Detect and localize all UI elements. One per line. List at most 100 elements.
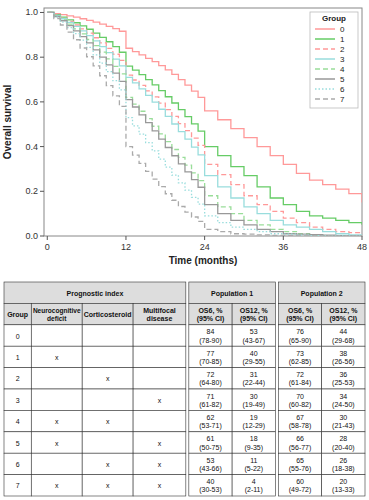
table-cell [31,432,82,453]
y-tick [40,57,44,58]
table-cell [4,389,31,410]
table-text: x [158,439,162,446]
table-text: 73(62-85) [289,349,312,365]
table-cell [278,410,321,431]
table-cell [4,410,31,431]
table: Population 2OS6, %(95% CI)OS12, %(95% CI… [278,282,365,496]
table-cell [82,410,133,431]
table-header-cell [278,303,321,324]
table-cell [4,453,31,474]
x-tick [204,236,205,240]
table-text: Neurocognitivedeficit [33,307,81,322]
table-text: OS12, %(95% CI) [329,307,358,323]
y-tick-label: 1.0 [25,7,38,17]
table-cell [232,453,275,474]
legend-label: 5 [340,75,345,84]
table-cell [232,368,275,389]
legend-label: 6 [340,85,345,94]
x-tick [125,236,126,240]
table: Prognostic indexGroupNeurocognitivedefic… [4,282,186,496]
legend-swatch [315,58,335,60]
table-cell [232,346,275,367]
table-cell [31,389,82,410]
table-cell [189,475,232,496]
survival-line [47,12,362,236]
legend-swatch [315,88,335,90]
table-text: 20(13-33) [332,478,355,494]
table-cell [189,346,232,367]
x-tick-label: 48 [357,242,367,252]
x-tick [47,236,48,240]
table-cell [189,368,232,389]
table-text: 30(21-43) [332,414,355,430]
table-text: x [158,460,162,467]
table-text: 4(2-11) [245,478,263,494]
table-text: 26(18-38) [332,456,355,472]
table-cell [31,325,82,346]
table-text: x [106,375,110,382]
table-text: 72(61-84) [289,371,312,387]
table-cell [189,410,232,431]
table-cell [232,410,275,431]
table-text: 53(43-67) [242,328,265,344]
table-cell [189,432,232,453]
series-group [47,12,362,236]
table-title-cell [4,282,186,303]
table-cell [82,432,133,453]
table-cell [4,325,31,346]
table-header-cell [4,303,31,324]
table-header-cell [133,303,186,324]
table-cell [82,389,133,410]
table-cell [278,346,321,367]
table-cell [278,475,321,496]
legend-label: 1 [340,35,345,44]
table-cell [232,432,275,453]
table-header-cell [322,303,365,324]
table-text: 40(29-55) [242,349,265,365]
x-axis: 012243648 [45,236,367,252]
y-axis-label: Overall survival [2,85,13,160]
table-text: OS6, %(95% CI) [197,307,225,323]
table-cell [189,453,232,474]
table-text: Group [7,311,28,319]
table-cell [322,389,365,410]
y-tick [40,191,44,192]
legend-label: 3 [340,55,345,64]
table-text: x [158,396,162,403]
table-text: 53(43-66) [199,456,222,472]
table-text: 1 [16,353,20,360]
plot-frame [44,8,362,236]
table-cell [133,410,186,431]
table-text: 70(60-82) [289,392,312,408]
table-text: x [55,439,59,446]
table-cell [322,475,365,496]
legend: Group01234567 [310,12,358,108]
table-cell [322,453,365,474]
legend-swatch [315,48,335,50]
table-text: 66(56-77) [289,435,312,451]
table-text: x [55,482,59,489]
x-axis-label: Time (months) [169,255,238,266]
table-text: 3 [16,396,20,403]
y-tick [40,146,44,147]
survival-line [47,12,362,236]
table-text: Population 1 [211,289,253,297]
legend-title: Group [322,14,346,23]
table-text: Multifocaldisease [143,307,176,322]
table-header-cell [82,303,133,324]
table-text: OS12, %(95% CI) [240,307,269,323]
table-cell [82,368,133,389]
table-text: Population 2 [301,289,343,297]
table-cell [133,453,186,474]
table-cell [31,410,82,431]
table-text: 30(19-49) [242,392,265,408]
table-text: x [106,418,110,425]
legend-box [310,12,358,108]
table-text: 28(20-40) [332,435,355,451]
table-cell [322,410,365,431]
table: Population 1 OS6, %(95% CI) OS12, %(95% CI… [189,282,276,496]
table-cell [278,453,321,474]
table-cell [232,325,275,346]
table-text: 34(24-50) [332,392,355,408]
table-text: 11(5-22) [244,456,263,472]
